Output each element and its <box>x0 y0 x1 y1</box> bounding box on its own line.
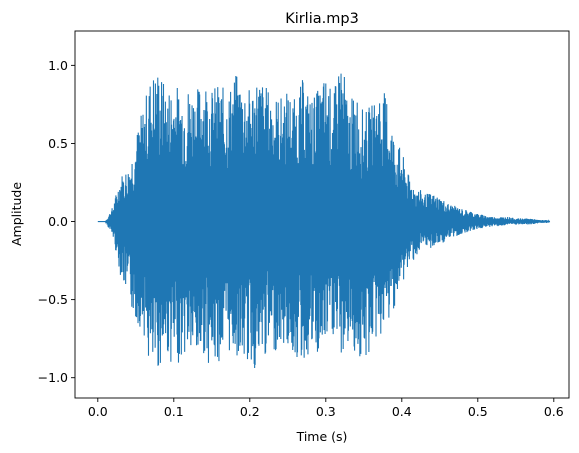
x-axis: 0.0 0.1 0.2 0.3 0.4 0.5 0.6 <box>88 398 564 419</box>
y-tick-label: 0.5 <box>48 136 68 151</box>
y-tick-label: 0.0 <box>48 214 68 229</box>
y-axis-label: Amplitude <box>9 182 24 246</box>
x-tick-label: 0.6 <box>544 404 564 419</box>
x-tick-label: 0.2 <box>240 404 260 419</box>
plot-area <box>74 30 570 399</box>
x-tick-label: 0.1 <box>164 404 184 419</box>
x-tick-label: 0.5 <box>468 404 488 419</box>
y-tick-label: −1.0 <box>38 370 68 385</box>
plot-frame <box>74 30 570 399</box>
x-tick-label: 0.4 <box>392 404 412 419</box>
waveform-line <box>97 73 551 369</box>
waveform-series <box>97 73 551 369</box>
y-axis: −1.0 −0.5 0.0 0.5 1.0 <box>38 58 75 385</box>
chart-title: Kirlia.mp3 <box>285 11 359 27</box>
x-axis-label: Time (s) <box>296 429 348 444</box>
x-tick-label: 0.0 <box>88 404 108 419</box>
x-tick-label: 0.3 <box>316 404 336 419</box>
y-tick-label: −0.5 <box>38 292 68 307</box>
y-tick-label: 1.0 <box>48 58 68 73</box>
